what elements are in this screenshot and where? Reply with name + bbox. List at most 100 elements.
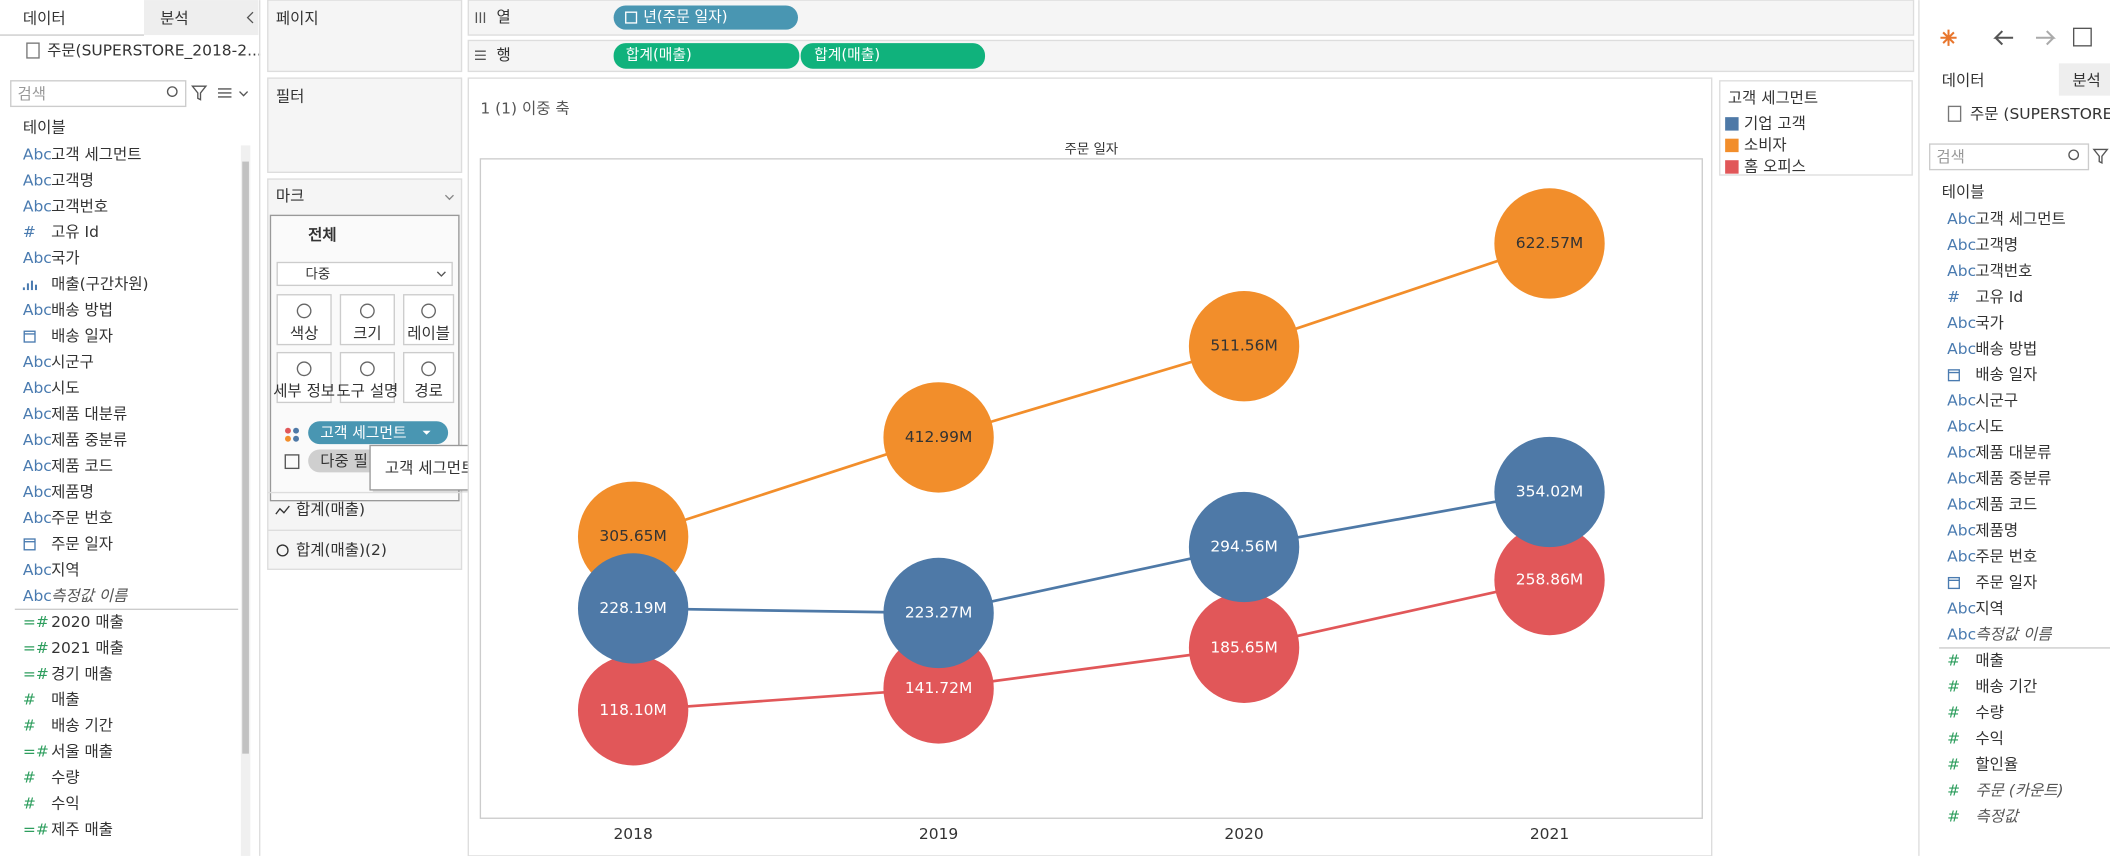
field[interactable]: 고유 Id (1975, 288, 2023, 306)
field[interactable]: 수익 (51, 795, 79, 813)
field[interactable]: 제품 코드 (51, 457, 113, 475)
data-point[interactable] (883, 382, 994, 493)
field[interactable]: 주문 번호 (51, 509, 113, 527)
scroll-thumb[interactable] (242, 161, 249, 754)
field[interactable]: 2020 매출 (51, 613, 124, 631)
field[interactable]: 배송 방법 (51, 301, 113, 319)
field[interactable]: 시군구 (1975, 392, 2018, 410)
mark-type-dropdown[interactable] (276, 261, 453, 287)
column-pill[interactable] (613, 5, 798, 30)
field[interactable]: 시도 (1975, 418, 2003, 436)
field[interactable]: 고객명 (51, 171, 94, 189)
field[interactable]: 할인율 (1975, 755, 2018, 773)
mark-button[interactable] (276, 351, 332, 404)
field[interactable]: 고객번호 (51, 197, 108, 215)
data-point[interactable] (883, 633, 994, 744)
legend-label[interactable]: 기업 고객 (1744, 114, 1806, 132)
legend-label[interactable]: 소비자 (1744, 136, 1787, 154)
data-point[interactable] (1494, 524, 1605, 636)
field[interactable]: 고객 세그먼트 (1975, 210, 2065, 228)
field[interactable]: 주문 일자 (1975, 574, 2037, 592)
tab-analysis[interactable]: 분석 (2072, 71, 2100, 89)
analysis-tab-bg[interactable] (143, 0, 259, 36)
back-button[interactable] (1993, 30, 2014, 46)
save-button[interactable] (2072, 27, 2092, 47)
tab-analysis[interactable]: 분석 (160, 9, 188, 27)
pages-shelf[interactable] (267, 0, 463, 73)
field[interactable]: 제품 중분류 (51, 431, 127, 449)
field[interactable]: 국가 (51, 249, 79, 267)
tab-data[interactable]: 데이터 (23, 9, 66, 27)
field[interactable]: 고객번호 (1975, 262, 2032, 280)
measure-tab[interactable]: 합계(매출)(2) (296, 541, 387, 559)
field[interactable]: 고객 세그먼트 (51, 145, 141, 163)
field[interactable]: 주문 번호 (1975, 548, 2037, 566)
field[interactable]: 수량 (1975, 703, 2003, 721)
row-pill[interactable] (800, 43, 986, 69)
field[interactable]: 주문 (카운트) (1975, 781, 2063, 799)
data-source[interactable]: 주문 (SUPERSTORE_2... (1970, 105, 2110, 124)
field[interactable]: 시군구 (51, 353, 94, 371)
field[interactable]: 시도 (51, 379, 79, 397)
marks-menu[interactable] (444, 194, 454, 201)
field[interactable]: 측정값 이름 (1975, 625, 2052, 643)
field[interactable]: 수익 (1975, 729, 2003, 747)
marks-all[interactable]: 전체 (308, 226, 336, 244)
field[interactable]: 주문 일자 (51, 535, 113, 553)
field[interactable]: 국가 (1975, 314, 2003, 332)
field[interactable]: 매출(구간차원) (51, 275, 148, 293)
field[interactable]: 매출 (1975, 651, 2003, 669)
view-icon[interactable] (217, 88, 249, 98)
data-point[interactable] (883, 557, 994, 669)
analysis-tab-bg[interactable] (2058, 63, 2110, 96)
field[interactable]: 지역 (51, 561, 79, 579)
field[interactable]: 측정값 이름 (51, 587, 128, 605)
search-box[interactable] (1929, 143, 2090, 171)
search-box[interactable] (10, 80, 187, 108)
filter-icon[interactable] (2092, 148, 2109, 164)
field[interactable]: 배송 기간 (51, 717, 113, 735)
data-point[interactable] (1494, 436, 1605, 548)
data-source[interactable]: 주문(SUPERSTORE_2018-2... (47, 42, 262, 61)
forward-button[interactable] (2035, 30, 2056, 46)
data-point[interactable] (1188, 491, 1300, 603)
field[interactable]: 제품명 (1975, 522, 2018, 540)
color-pill[interactable] (308, 421, 449, 445)
field[interactable]: 배송 기간 (1975, 677, 2037, 695)
field[interactable]: 서울 매출 (51, 743, 113, 761)
field[interactable]: 지역 (1975, 599, 2003, 617)
field[interactable]: 제품 중분류 (1975, 470, 2051, 488)
field[interactable]: 제품 대분류 (51, 405, 127, 423)
filters-shelf[interactable] (267, 77, 463, 173)
data-point[interactable] (1494, 188, 1605, 299)
field[interactable]: 제품 코드 (1975, 496, 2037, 514)
mark-button[interactable] (339, 351, 395, 404)
filter-icon[interactable] (191, 85, 208, 101)
mark-button[interactable] (403, 351, 455, 404)
mark-button[interactable] (276, 294, 332, 346)
field[interactable]: 측정값 (1975, 807, 2020, 825)
field[interactable]: 경기 매출 (51, 665, 113, 683)
field[interactable]: 제품 대분류 (1975, 444, 2051, 462)
data-point[interactable] (577, 655, 689, 766)
field[interactable]: 제품명 (51, 483, 94, 501)
measure-tab[interactable]: 합계(매출) (296, 501, 365, 519)
tab-data[interactable]: 데이터 (1942, 71, 1985, 89)
field[interactable]: 배송 일자 (51, 327, 113, 345)
field[interactable]: 수량 (51, 769, 79, 787)
field[interactable]: 고유 Id (51, 223, 99, 241)
field[interactable]: 2021 매출 (51, 639, 124, 657)
field[interactable]: 매출 (51, 691, 79, 709)
legend-label[interactable]: 홈 오피스 (1744, 157, 1806, 175)
mark-button[interactable] (403, 294, 455, 346)
field[interactable]: 제주 매출 (51, 821, 113, 839)
data-point[interactable] (1188, 592, 1300, 703)
field[interactable]: 배송 일자 (1975, 366, 2037, 384)
data-point[interactable] (577, 553, 689, 664)
collapse-icon[interactable] (246, 11, 254, 24)
tableau-logo[interactable] (1940, 29, 1957, 46)
mark-button[interactable] (339, 294, 395, 346)
data-point[interactable] (1188, 291, 1300, 402)
field[interactable]: 고객명 (1975, 236, 2018, 254)
row-pill[interactable] (613, 43, 800, 69)
